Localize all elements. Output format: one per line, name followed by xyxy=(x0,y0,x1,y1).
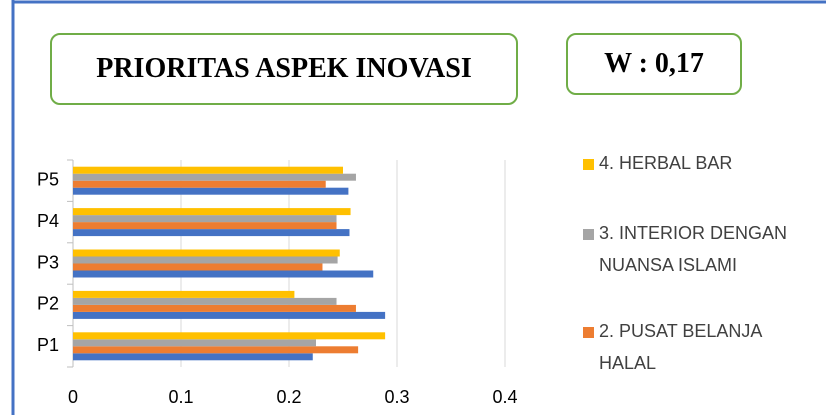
y-tick-label: P5 xyxy=(37,169,59,189)
bar xyxy=(73,208,351,216)
x-tick-label: 0.3 xyxy=(384,387,409,407)
bar xyxy=(73,332,386,340)
bar xyxy=(73,263,323,271)
bar xyxy=(73,249,340,257)
legend-swatch xyxy=(583,327,594,338)
bar xyxy=(73,353,313,361)
legend-label: 2. PUSAT BELANJA HALAL xyxy=(599,321,762,373)
bar xyxy=(73,173,356,181)
y-tick-label: P4 xyxy=(37,211,59,231)
bar xyxy=(73,180,326,188)
bar xyxy=(73,339,316,347)
bar xyxy=(73,187,349,195)
x-tick-label: 0.1 xyxy=(168,387,193,407)
legend-item: 2. PUSAT BELANJA HALAL xyxy=(583,315,821,379)
bar xyxy=(73,304,356,312)
bar xyxy=(73,311,386,319)
bar xyxy=(73,290,295,298)
bar xyxy=(73,166,343,174)
bar xyxy=(73,222,337,230)
bar xyxy=(73,215,337,223)
legend-label: 4. HERBAL BAR xyxy=(599,153,733,173)
legend-swatch xyxy=(583,229,594,240)
bar xyxy=(73,346,359,354)
bar xyxy=(73,256,338,264)
legend-item: 3. INTERIOR DENGAN NUANSA ISLAMI xyxy=(583,217,821,281)
x-tick-label: 0.2 xyxy=(276,387,301,407)
x-tick-label: 0 xyxy=(68,387,78,407)
y-tick-label: P3 xyxy=(37,252,59,272)
legend-label: 3. INTERIOR DENGAN NUANSA ISLAMI xyxy=(599,223,788,275)
y-tick-label: P2 xyxy=(37,294,59,314)
legend-swatch xyxy=(583,159,594,170)
y-tick-label: P1 xyxy=(37,335,59,355)
chart-title: PRIORITAS ASPEK INOVASI xyxy=(50,33,518,105)
bar xyxy=(73,229,350,237)
weight-annotation: W : 0,17 xyxy=(566,33,742,95)
legend-item: 4. HERBAL BAR xyxy=(583,147,821,179)
x-tick-label: 0.4 xyxy=(492,387,517,407)
bar xyxy=(73,297,337,305)
bar xyxy=(73,270,374,278)
plot-area: 0 0.1 0.2 0.3 0.4 P1 P2 P3 P4 P5 xyxy=(37,159,518,407)
